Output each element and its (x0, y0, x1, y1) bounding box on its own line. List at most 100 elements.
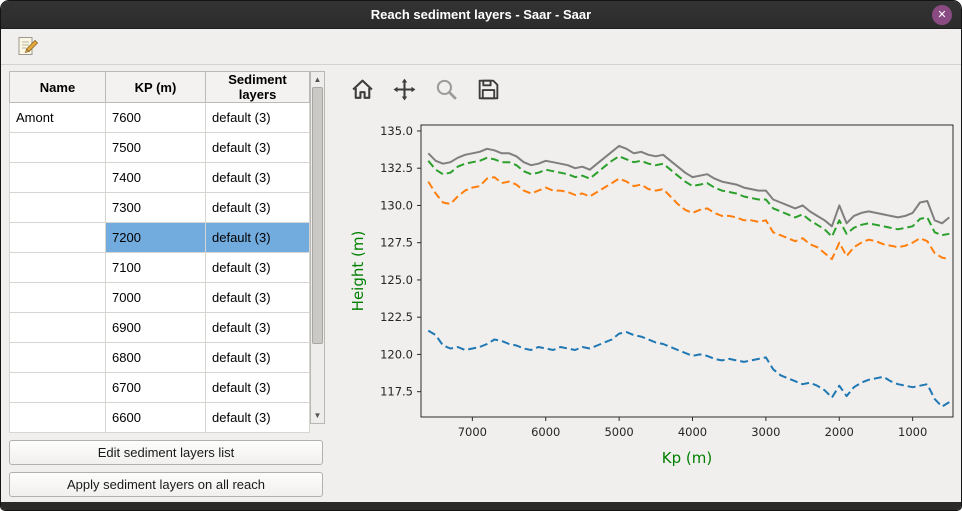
plot-panel: 7000 6000 5000 4000 3000 2000 1000 135.0 132.5 13… (333, 65, 961, 502)
edit-sediment-layers-list-button[interactable]: Edit sediment layers list (9, 440, 323, 465)
cell-kp[interactable]: 7000 (105, 282, 206, 313)
save-button[interactable] (473, 75, 503, 105)
svg-text:135.0: 135.0 (380, 124, 413, 138)
table-row[interactable]: 7100 default (3) (9, 252, 310, 283)
series-top-level-gray (427, 144, 950, 228)
table-row[interactable]: Amont 7600 default (3) (9, 102, 310, 133)
x-axis-label: Kp (m) (662, 449, 712, 467)
cell-kp[interactable]: 7200 (105, 222, 206, 253)
cell-kp[interactable]: 7300 (105, 192, 206, 223)
svg-text:6000: 6000 (531, 425, 560, 439)
cell-layers[interactable]: default (3) (205, 162, 310, 193)
header-name[interactable]: Name (9, 71, 106, 103)
pan-icon (393, 78, 415, 101)
svg-text:132.5: 132.5 (380, 161, 413, 175)
cell-name[interactable] (9, 162, 106, 193)
svg-text:5000: 5000 (604, 425, 633, 439)
pan-button[interactable] (389, 75, 419, 105)
sediment-list-panel: Name KP (m) Sediment layers Amont 7600 def… (1, 65, 333, 502)
scroll-down-arrow[interactable]: ▼ (313, 411, 322, 420)
svg-text:127.5: 127.5 (380, 236, 413, 250)
titlebar[interactable]: Reach sediment layers - Saar - Saar ✕ (1, 1, 961, 29)
cell-name[interactable]: Amont (9, 102, 106, 133)
zoom-button[interactable] (431, 75, 461, 105)
svg-text:117.5: 117.5 (380, 385, 413, 399)
cell-layers[interactable]: default (3) (205, 132, 310, 163)
cell-name[interactable] (9, 282, 106, 313)
apply-sediment-layers-button[interactable]: Apply sediment layers on all reach (9, 472, 323, 497)
sediment-profile-chart: 7000 6000 5000 4000 3000 2000 1000 135.0 132.5 13… (349, 124, 954, 467)
scroll-up-arrow[interactable]: ▲ (313, 75, 322, 84)
cell-layers[interactable]: default (3) (205, 312, 310, 343)
series-bottom-level-blue (427, 329, 950, 408)
svg-text:4000: 4000 (678, 425, 707, 439)
home-button[interactable] (347, 75, 377, 105)
cell-name[interactable] (9, 252, 106, 283)
content-area: Name KP (m) Sediment layers Amont 7600 def… (1, 65, 961, 502)
edit-sediment-layers-button[interactable] (13, 32, 43, 62)
cell-name[interactable] (9, 402, 106, 433)
cell-layers[interactable]: default (3) (205, 222, 310, 253)
table-row[interactable]: 6700 default (3) (9, 372, 310, 403)
save-icon (478, 79, 498, 100)
svg-text:122.5: 122.5 (380, 310, 413, 324)
cell-kp[interactable]: 6600 (105, 402, 206, 433)
table-row[interactable]: 7400 default (3) (9, 162, 310, 193)
cell-layers[interactable]: default (3) (205, 252, 310, 283)
svg-text:120.0: 120.0 (380, 347, 413, 361)
svg-text:130.0: 130.0 (380, 198, 413, 212)
table-row[interactable]: 7000 default (3) (9, 282, 310, 313)
window-bottom-edge (1, 502, 961, 510)
table-row[interactable]: 7200 default (3) (9, 222, 310, 253)
series-sediment-layer-orange (427, 176, 950, 261)
close-icon: ✕ (937, 8, 947, 21)
cell-kp[interactable]: 7600 (105, 102, 206, 133)
table-scrollbar[interactable]: ▲ ▼ (310, 71, 325, 424)
cell-layers[interactable]: default (3) (205, 402, 310, 433)
svg-text:125.0: 125.0 (380, 273, 413, 287)
table-row[interactable]: 6900 default (3) (9, 312, 310, 343)
cell-name[interactable] (9, 342, 106, 373)
cell-kp[interactable]: 6800 (105, 342, 206, 373)
table-row[interactable]: 6800 default (3) (9, 342, 310, 373)
cell-layers[interactable]: default (3) (205, 372, 310, 403)
svg-text:3000: 3000 (751, 425, 780, 439)
cell-kp[interactable]: 7500 (105, 132, 206, 163)
svg-text:1000: 1000 (898, 425, 927, 439)
cell-layers[interactable]: default (3) (205, 342, 310, 373)
main-toolbar (1, 29, 961, 65)
cell-layers[interactable]: default (3) (205, 102, 310, 133)
cell-name[interactable] (9, 132, 106, 163)
home-icon (351, 79, 373, 99)
cell-layers[interactable]: default (3) (205, 192, 310, 223)
scrollbar-track[interactable] (311, 87, 324, 408)
plot-toolbar (347, 75, 961, 105)
cell-name[interactable] (9, 192, 106, 223)
svg-text:2000: 2000 (825, 425, 854, 439)
cell-name[interactable] (9, 372, 106, 403)
cell-kp[interactable]: 7100 (105, 252, 206, 283)
edit-note-icon (18, 36, 39, 55)
scrollbar-handle[interactable] (312, 87, 323, 344)
header-sediment-layers[interactable]: Sediment layers (205, 71, 310, 103)
table-row[interactable]: 7300 default (3) (9, 192, 310, 223)
table-row[interactable]: 7500 default (3) (9, 132, 310, 163)
header-kp[interactable]: KP (m) (105, 71, 206, 103)
sediment-table: Name KP (m) Sediment layers Amont 7600 def… (9, 71, 310, 433)
window-title: Reach sediment layers - Saar - Saar (370, 7, 592, 22)
cell-layers[interactable]: default (3) (205, 282, 310, 313)
y-axis-label: Height (m) (349, 231, 367, 312)
sediment-table-body: Amont 7600 default (3) 7500 default (3) 7400 d… (9, 102, 310, 433)
cell-name[interactable] (9, 312, 106, 343)
close-button[interactable]: ✕ (932, 5, 952, 25)
cell-kp[interactable]: 7400 (105, 162, 206, 193)
table-header-row: Name KP (m) Sediment layers (9, 71, 310, 103)
cell-name[interactable] (9, 222, 106, 253)
cell-kp[interactable]: 6700 (105, 372, 206, 403)
svg-text:7000: 7000 (458, 425, 487, 439)
table-row[interactable]: 6600 default (3) (9, 402, 310, 433)
zoom-rect-icon (436, 79, 457, 100)
cell-kp[interactable]: 6900 (105, 312, 206, 343)
series-sediment-layer-green (427, 155, 950, 238)
